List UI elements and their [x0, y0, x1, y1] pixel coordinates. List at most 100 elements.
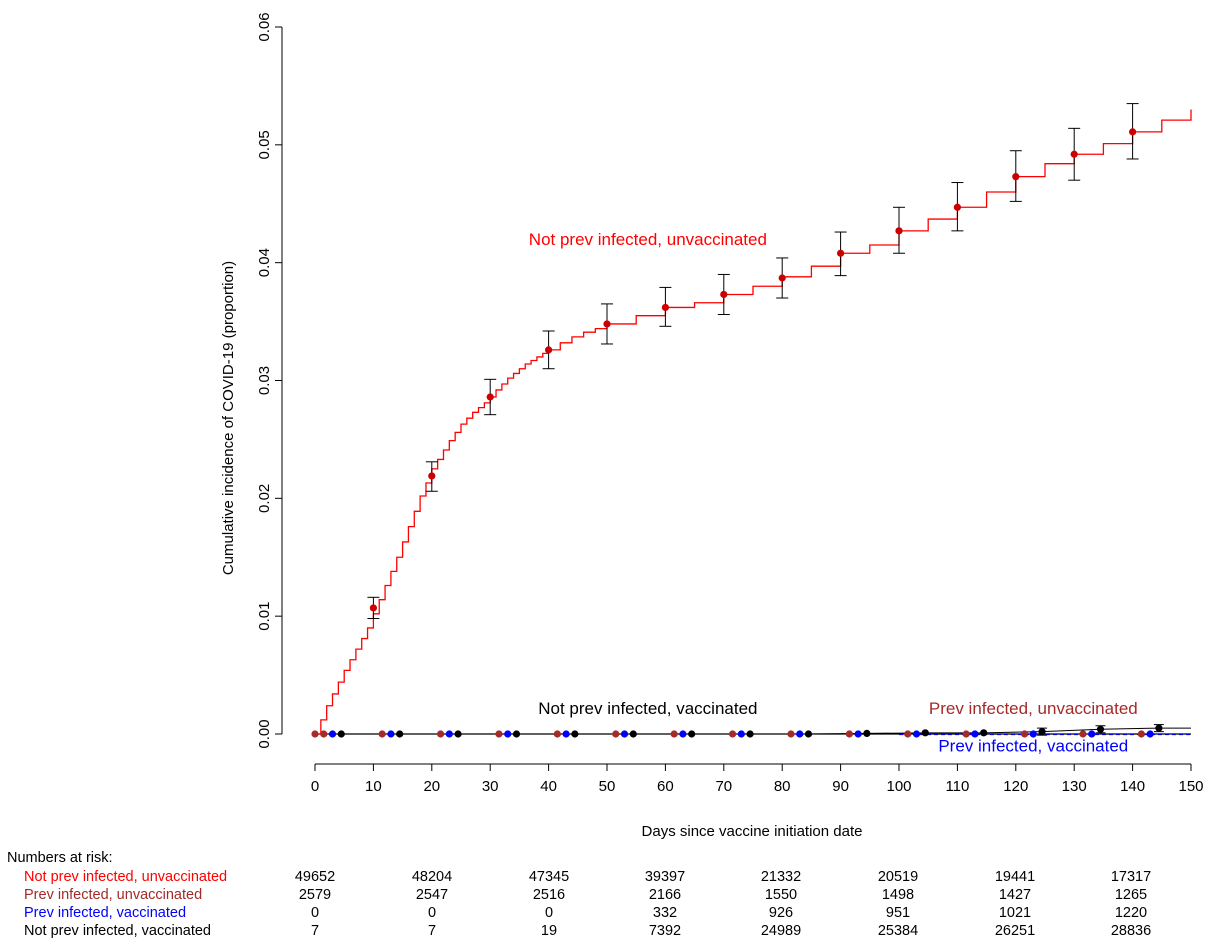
series-label: Prev infected, unvaccinated	[929, 699, 1138, 718]
data-point-not-prev-vaccinated	[396, 730, 404, 738]
data-point-not-prev-vaccinated	[337, 730, 345, 738]
data-point-prev-unvaccinated	[1137, 730, 1145, 738]
risk-value: 19441	[995, 869, 1035, 885]
data-point-prev-vaccinated	[1146, 730, 1154, 738]
y-axis: 0.00 0.01 0.02 0.03 0.04 0.05 0.06	[256, 12, 283, 749]
x-tick-label: 20	[423, 778, 440, 795]
data-point-not-prev-unvaccinated	[369, 604, 377, 612]
risk-value: 1498	[882, 887, 914, 903]
x-tick-label: 110	[945, 778, 969, 795]
data-point-prev-vaccinated	[387, 730, 395, 738]
data-point-not-prev-unvaccinated	[545, 346, 553, 354]
data-point-prev-vaccinated	[971, 730, 979, 738]
risk-row-label: Prev infected, unvaccinated	[24, 887, 202, 903]
risk-value: 19	[541, 923, 557, 939]
risk-value: 1427	[999, 887, 1031, 903]
y-tick-label: 0.03	[256, 366, 273, 395]
data-point-prev-vaccinated	[328, 730, 337, 738]
risk-value: 2516	[533, 887, 565, 903]
risk-value: 7	[311, 923, 319, 939]
data-point-not-prev-vaccinated	[454, 730, 462, 738]
data-point-prev-vaccinated	[679, 730, 687, 738]
data-point-prev-vaccinated	[737, 730, 745, 738]
numbers-at-risk-table: Numbers at risk: Not prev infected, unvac…	[7, 850, 1151, 939]
risk-value: 926	[769, 905, 793, 921]
data-point-not-prev-unvaccinated	[720, 290, 728, 299]
risk-value: 20519	[878, 869, 918, 885]
x-tick-label: 100	[886, 778, 911, 795]
data-point-prev-unvaccinated	[1020, 730, 1029, 738]
risk-value: 1220	[1115, 905, 1147, 921]
data-point-prev-unvaccinated	[311, 730, 319, 738]
risk-row-label: Prev infected, vaccinated	[24, 905, 186, 921]
data-point-not-prev-unvaccinated	[953, 203, 962, 211]
data-point-prev-vaccinated	[504, 730, 512, 738]
risk-value: 1021	[999, 905, 1031, 921]
risk-value: 26251	[995, 923, 1035, 939]
data-point-not-prev-unvaccinated	[603, 320, 611, 328]
x-tick-label: 90	[832, 778, 849, 795]
data-point-not-prev-unvaccinated	[895, 227, 903, 235]
y-tick-label: 0.05	[256, 130, 273, 159]
risk-value: 2547	[416, 887, 448, 903]
y-tick-label: 0.06	[256, 12, 273, 41]
data-point-not-prev-unvaccinated	[837, 249, 845, 257]
risk-value: 49652	[295, 869, 335, 885]
y-axis-title: Cumulative incidence of COVID-19 (propor…	[220, 261, 237, 575]
risk-value: 2579	[299, 887, 331, 903]
risk-value: 48204	[412, 869, 452, 885]
data-point-prev-vaccinated	[1088, 730, 1096, 738]
x-tick-label: 10	[365, 778, 382, 795]
data-point-not-prev-vaccinated	[980, 729, 988, 737]
risk-value: 0	[545, 905, 553, 921]
series-labels: Not prev infected, unvaccinated Not prev …	[529, 230, 1138, 756]
x-tick-label: 60	[657, 778, 674, 795]
data-point-not-prev-vaccinated	[688, 730, 696, 738]
data-point-not-prev-vaccinated	[1038, 728, 1046, 736]
data-point-prev-unvaccinated	[320, 730, 328, 738]
series-label: Not prev infected, unvaccinated	[529, 230, 767, 249]
x-tick-label: 120	[1003, 778, 1028, 795]
risk-value: 1265	[1115, 887, 1147, 903]
risk-value: 21332	[761, 869, 801, 885]
x-tick-label: 80	[774, 778, 791, 795]
x-axis: 0 10 20 30 40 50 60 70 80 90 100 110 120 130 140 150	[311, 763, 1204, 795]
x-tick-label: 0	[311, 778, 319, 795]
data-point-not-prev-vaccinated	[1155, 724, 1163, 732]
risk-value: 1550	[765, 887, 797, 903]
data-point-prev-unvaccinated	[436, 730, 445, 738]
data-point-not-prev-unvaccinated	[778, 274, 786, 282]
risk-row-label: Not prev infected, unvaccinated	[24, 869, 227, 885]
data-point-prev-vaccinated	[796, 730, 804, 738]
x-tick-label: 30	[482, 778, 499, 795]
data-point-prev-vaccinated	[854, 730, 862, 738]
y-tick-label: 0.01	[256, 602, 273, 631]
risk-value: 28836	[1111, 923, 1151, 939]
data-point-prev-unvaccinated	[728, 730, 737, 738]
data-point-prev-unvaccinated	[1079, 730, 1087, 738]
risk-value: 0	[311, 905, 319, 921]
risk-value: 39397	[645, 869, 685, 885]
x-axis-title: Days since vaccine initiation date	[642, 823, 863, 840]
data-point-not-prev-vaccinated	[512, 730, 521, 738]
data-point-prev-unvaccinated	[612, 730, 620, 738]
risk-value: 2166	[649, 887, 681, 903]
data-point-not-prev-vaccinated	[804, 730, 813, 738]
data-point-not-prev-vaccinated	[863, 729, 871, 738]
data-point-prev-unvaccinated	[495, 730, 503, 738]
data-point-prev-unvaccinated	[904, 730, 912, 738]
risk-value: 17317	[1111, 869, 1151, 885]
series-label: Not prev infected, vaccinated	[538, 699, 757, 718]
data-point-prev-vaccinated	[620, 730, 629, 738]
x-tick-label: 150	[1178, 778, 1203, 795]
series-line-not-prev-vaccinated	[341, 727, 1191, 735]
risk-value: 951	[886, 905, 910, 921]
series-label: Prev infected, vaccinated	[938, 737, 1128, 756]
risk-value: 7392	[649, 923, 681, 939]
data-point-prev-unvaccinated	[553, 730, 561, 738]
y-tick-label: 0.00	[256, 719, 273, 748]
data-point-prev-unvaccinated	[845, 730, 853, 738]
plot-area	[311, 103, 1192, 738]
data-point-not-prev-vaccinated	[1096, 725, 1105, 733]
